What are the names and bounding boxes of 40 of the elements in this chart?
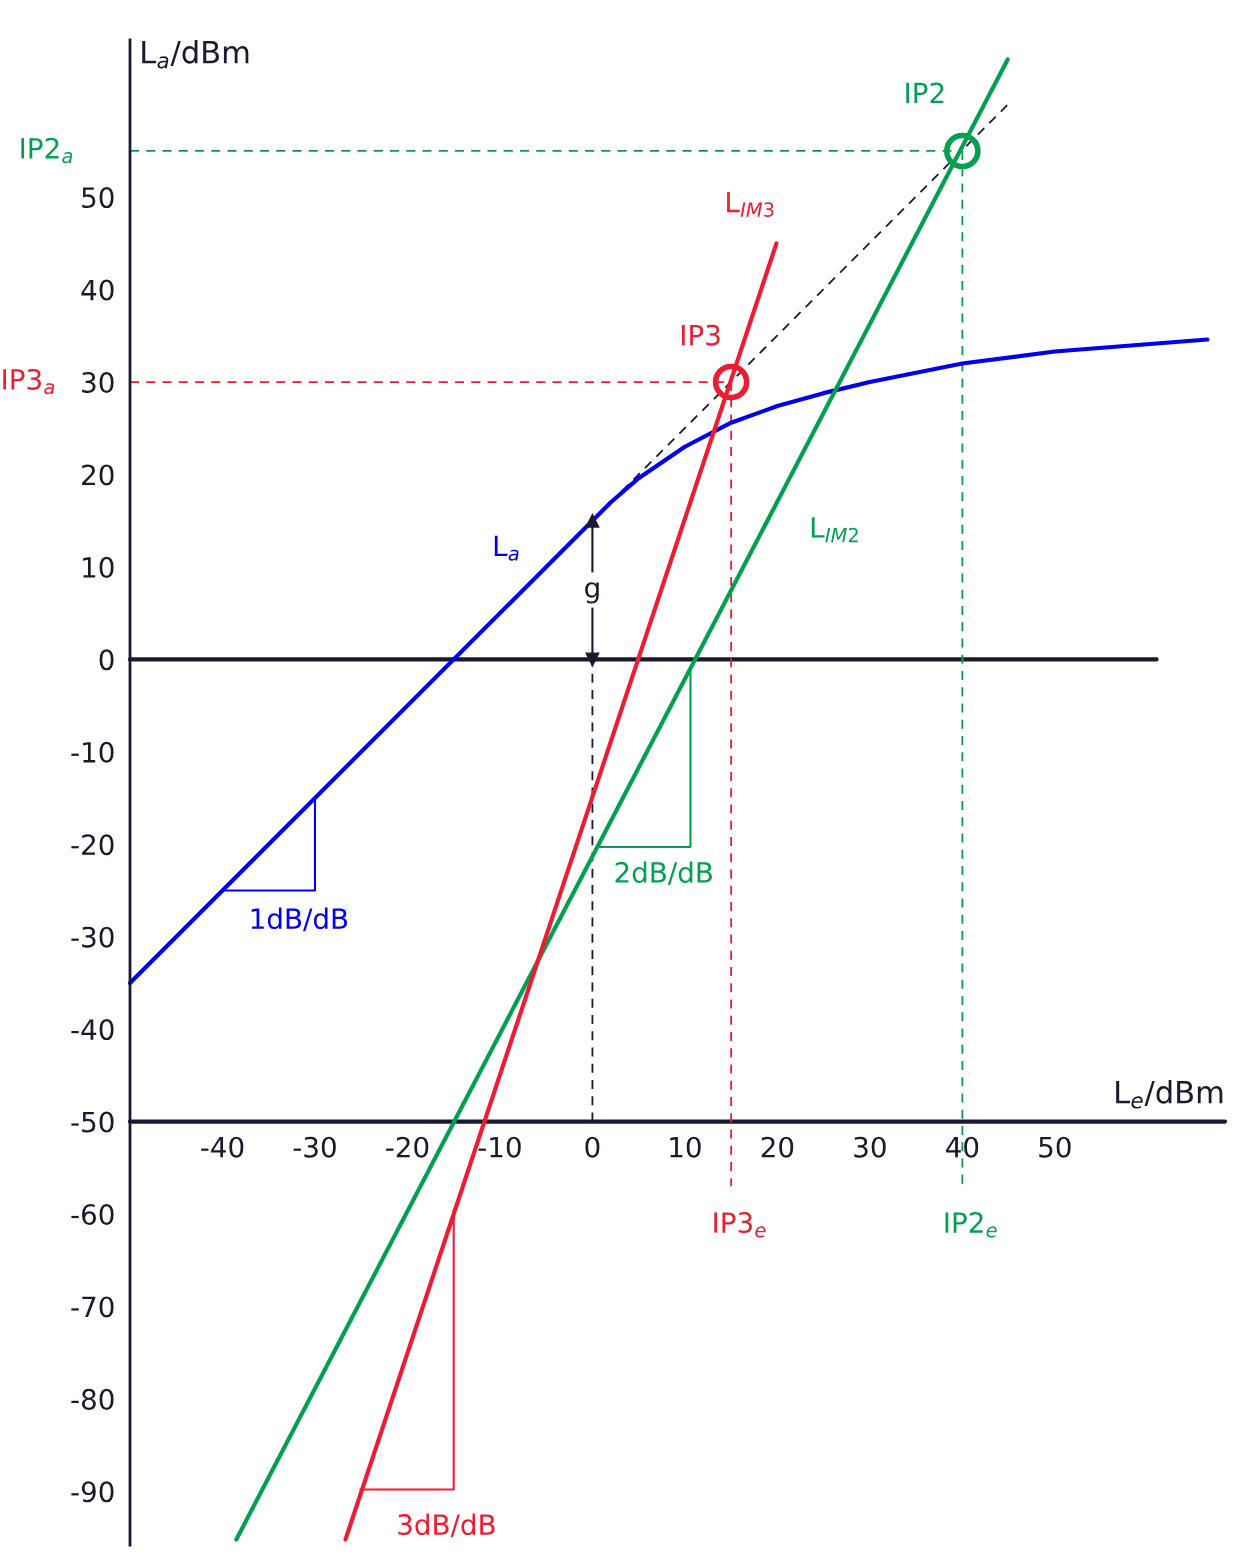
y-axis-title: L$_{a}$/dBm: [142, 40, 249, 69]
x-tick-label: 10: [670, 1136, 701, 1158]
series-label: g: [585, 582, 599, 604]
y-tick-label: -50: [71, 1111, 114, 1133]
x-tick-label: 20: [761, 1136, 794, 1158]
series-label: IP3: [682, 324, 720, 346]
x-tick-label: 40: [946, 1136, 979, 1158]
y-tick-label: 0: [99, 649, 114, 671]
text: IP2$_{a}$: [21, 137, 73, 164]
y-tick-label: -10: [71, 741, 114, 763]
x-axis-title: L$_{e}$/dBm: [1116, 1080, 1223, 1109]
y-tick-label: -90: [71, 1481, 114, 1503]
y-tick-label: -40: [71, 1019, 114, 1041]
y-tick-label: 10: [83, 556, 114, 578]
y-tick-label: 50: [82, 187, 114, 209]
x-tick-label: 50: [1039, 1136, 1071, 1158]
series-label: IP2$_{e}$: [945, 1212, 997, 1238]
series-label: IP2: [906, 82, 944, 104]
series-label: 1dB/dB: [251, 907, 348, 932]
x-tick-label: -40: [201, 1136, 244, 1158]
series-label: IP3$_{e}$: [714, 1212, 766, 1238]
x-tick-label: -20: [386, 1136, 429, 1158]
x-tick-label: -10: [478, 1136, 521, 1158]
series-label: 3dB/dB: [398, 1513, 495, 1538]
y-tick-label: -60: [71, 1203, 114, 1225]
text: IP3$_{a}$: [3, 368, 55, 395]
x-tick-label: -30: [293, 1136, 336, 1158]
y-tick-label: 40: [81, 279, 114, 301]
series-label: 2dB/dB: [615, 861, 712, 886]
y-tick-label: 20: [82, 464, 114, 486]
y-tick-label: -70: [71, 1296, 114, 1318]
y-tick-label: -80: [71, 1388, 114, 1410]
y-tick-label: -20: [71, 834, 114, 856]
x-tick-label: 0: [585, 1136, 600, 1158]
x-tick-label: 30: [854, 1136, 886, 1158]
y-tick-label: -30: [71, 926, 114, 948]
series-label: L$_{IM2}$: [811, 517, 858, 543]
series-label: L$_{a}$: [494, 535, 519, 561]
series-label: L$_{IM3}$: [727, 191, 774, 217]
y-tick-label: 30: [82, 371, 114, 393]
